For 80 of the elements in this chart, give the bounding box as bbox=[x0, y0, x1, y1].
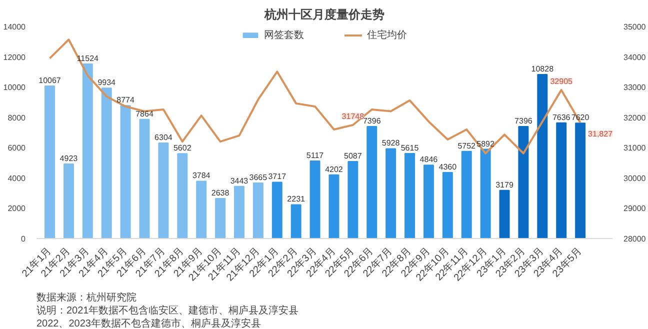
legend-label: 住宅均价 bbox=[367, 28, 407, 42]
chart-title: 杭州十区月度量价走势 bbox=[264, 8, 384, 22]
source-note: 数据来源：杭州研究院 bbox=[36, 292, 136, 304]
y2-tick-label: 32000 bbox=[624, 113, 646, 122]
data-label: 7396 bbox=[514, 116, 533, 126]
bar bbox=[139, 118, 150, 238]
bar bbox=[499, 190, 510, 238]
data-label: 2638 bbox=[211, 188, 230, 198]
bar bbox=[310, 160, 320, 238]
data-label: 3717 bbox=[268, 172, 287, 182]
bar bbox=[272, 182, 282, 238]
text: 说明：2021年数据不包含临安区、建德市、桐庐县及淳安县 bbox=[36, 304, 299, 316]
data-label: 3179 bbox=[496, 180, 514, 190]
data-label: 5752 bbox=[458, 141, 476, 150]
y2-tick-label: 29000 bbox=[624, 204, 646, 214]
bar bbox=[290, 204, 302, 238]
data-label: 9934 bbox=[98, 78, 116, 88]
data-label: 31748 bbox=[342, 112, 365, 121]
bar bbox=[404, 152, 415, 238]
y-tick-label: 6000 bbox=[8, 144, 26, 153]
data-label: 6304 bbox=[154, 133, 173, 142]
y-tick-label: 14000 bbox=[3, 22, 26, 32]
y-tick-label: 8000 bbox=[8, 113, 26, 122]
data-label: 7864 bbox=[136, 109, 154, 118]
data-label: 3784 bbox=[192, 171, 211, 180]
data-label: 5087 bbox=[344, 151, 362, 160]
y2-tick-label: 34000 bbox=[624, 52, 646, 62]
data-label: 3665 bbox=[249, 173, 268, 182]
bar bbox=[158, 142, 169, 238]
data-label: 3443 bbox=[230, 176, 249, 186]
bar bbox=[480, 148, 491, 238]
data-label: 4846 bbox=[420, 155, 438, 164]
bar bbox=[215, 198, 226, 238]
y2-tick-label: 30000 bbox=[624, 174, 646, 183]
legend-label: 网签套数 bbox=[264, 29, 304, 42]
data-label: 5117 bbox=[306, 151, 324, 160]
bar bbox=[120, 105, 131, 238]
bar bbox=[177, 153, 188, 238]
bar bbox=[537, 74, 548, 238]
data-label: 32905 bbox=[550, 76, 574, 86]
bar bbox=[461, 150, 472, 238]
bar bbox=[234, 186, 244, 238]
y-tick-label: 0 bbox=[21, 234, 26, 244]
bar bbox=[348, 160, 358, 238]
data-label: 4923 bbox=[60, 154, 78, 163]
text: 2022、2023年数据不包含建德市、桐庐县及淳安县 bbox=[36, 318, 261, 329]
data-label: 4360 bbox=[438, 162, 458, 172]
bar bbox=[44, 86, 55, 238]
bar bbox=[366, 126, 378, 238]
bar bbox=[82, 63, 93, 238]
y-tick-label: 4000 bbox=[8, 174, 26, 183]
bar bbox=[442, 172, 453, 238]
data-label: 7636 bbox=[552, 112, 571, 122]
data-label: 4202 bbox=[325, 164, 344, 174]
bar bbox=[386, 148, 396, 238]
bar bbox=[423, 164, 434, 238]
y-tick-label: 12000 bbox=[3, 52, 26, 62]
data-label: 5615 bbox=[400, 143, 420, 152]
y2-tick-label: 31000 bbox=[624, 144, 646, 153]
y2-tick-label: 35000 bbox=[624, 22, 646, 32]
y2-tick-label: 33000 bbox=[624, 83, 646, 92]
data-label: 10828 bbox=[531, 64, 554, 74]
y2-tick-label: 28000 bbox=[624, 234, 646, 244]
bar bbox=[101, 88, 112, 238]
data-label: 31,827 bbox=[588, 130, 614, 139]
data-label: 8774 bbox=[116, 96, 135, 105]
bar bbox=[328, 174, 340, 238]
bar bbox=[63, 163, 74, 238]
bar bbox=[575, 122, 586, 238]
data-label: 2231 bbox=[287, 194, 306, 204]
bar bbox=[252, 182, 264, 238]
bar bbox=[196, 180, 207, 238]
bar bbox=[518, 126, 529, 238]
data-label: 5602 bbox=[173, 144, 192, 153]
data-label: 7396 bbox=[362, 116, 382, 126]
bar bbox=[556, 122, 567, 238]
y-tick-label: 10000 bbox=[3, 83, 26, 92]
data-label: 10067 bbox=[38, 76, 62, 86]
data-label: 5928 bbox=[382, 138, 400, 148]
y-tick-label: 2000 bbox=[8, 204, 26, 214]
